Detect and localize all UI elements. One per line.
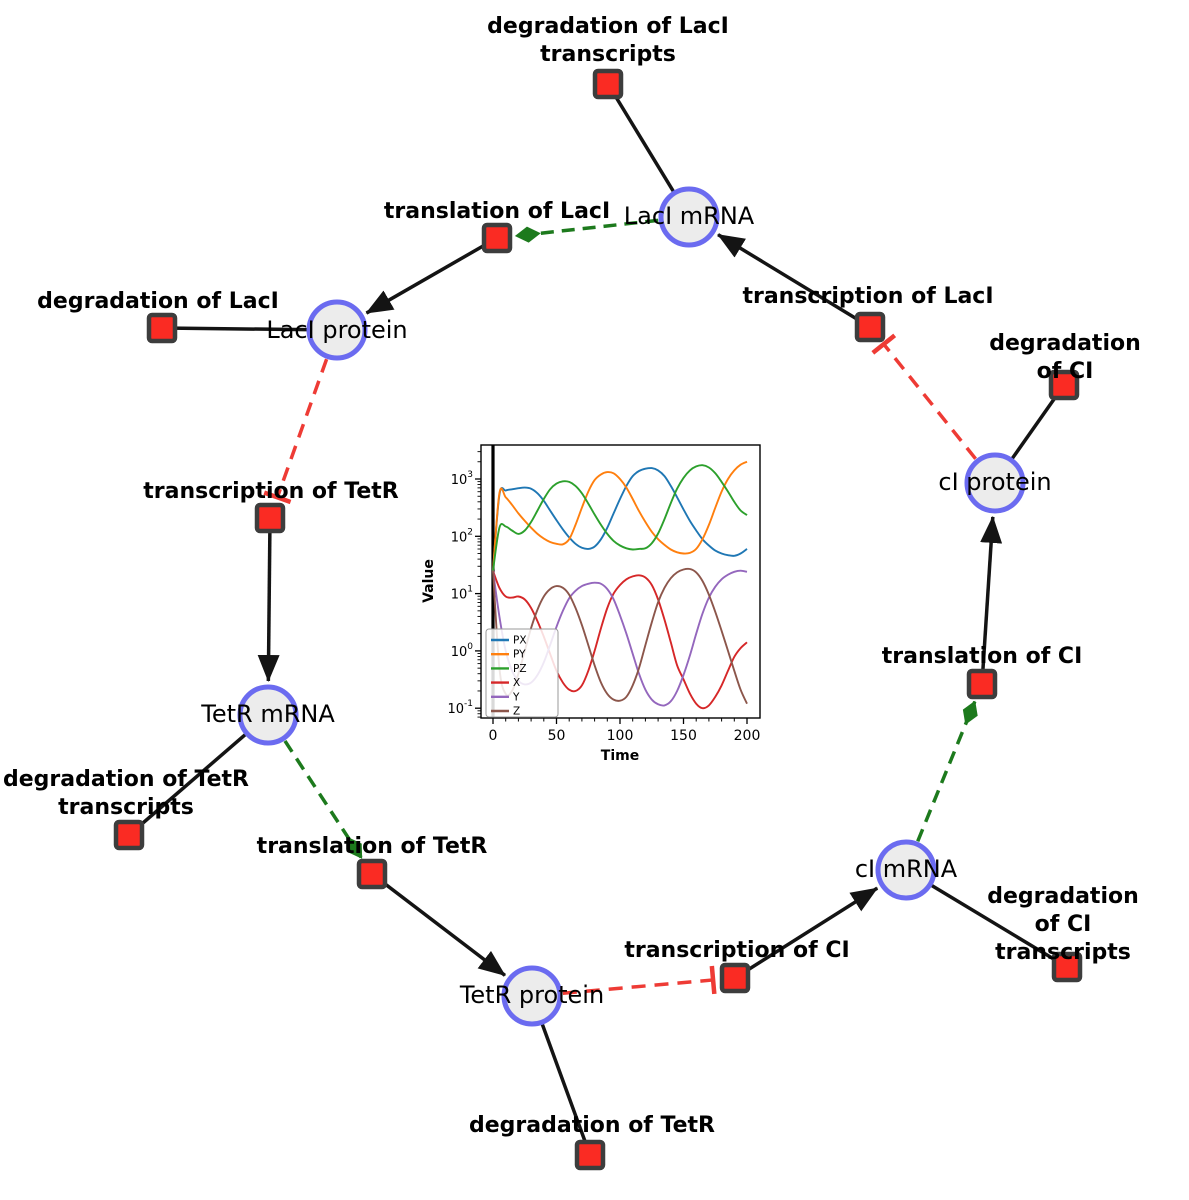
y-tick-label: 101 <box>451 585 473 603</box>
series-z <box>492 567 748 705</box>
reaction-node-deg-ci-transcripts[interactable] <box>1051 951 1083 983</box>
y-axis-title: Value <box>421 559 437 603</box>
reaction-node-translation-tetr[interactable] <box>356 858 388 890</box>
series-py <box>492 460 748 571</box>
edge-consumption-ci-mrna-deg-ci-transcripts <box>905 868 1068 969</box>
legend-label-px: PX <box>513 635 527 647</box>
y-tick-label: 100 <box>451 642 474 660</box>
legend-label-pz: PZ <box>513 663 527 675</box>
edge-production-transcription-ci-ci-mrna <box>734 886 879 980</box>
species-node-laci-mrna[interactable] <box>658 186 720 248</box>
reaction-node-deg-tetr[interactable] <box>574 1139 606 1171</box>
reaction-node-transcription-ci[interactable] <box>719 962 751 994</box>
edge-production-transcription-tetr-tetr-mrna <box>257 517 280 683</box>
x-tick-label: 200 <box>734 728 761 744</box>
x-tick-label: 0 <box>489 728 498 744</box>
species-node-tetr-mrna[interactable] <box>237 684 299 746</box>
y-tick-label: 10-1 <box>447 699 473 717</box>
edge-inhibition-tetr-protein-transcription-ci <box>562 965 717 996</box>
species-node-ci-mrna[interactable] <box>875 839 937 901</box>
edge-inhibition-ci-protein-transcription-laci <box>871 333 977 460</box>
reaction-node-deg-tetr-transcripts[interactable] <box>113 819 145 851</box>
series-px <box>492 467 748 571</box>
edge-consumption-tetr-mrna-deg-tetr-transcripts <box>127 713 270 837</box>
edge-production-translation-laci-laci-protein <box>365 236 498 315</box>
legend-label-y: Y <box>512 691 520 703</box>
edge-inhibition-laci-protein-transcription-tetr <box>263 358 329 505</box>
species-node-ci-protein[interactable] <box>964 452 1026 514</box>
legend-label-z: Z <box>513 706 520 718</box>
reaction-node-deg-ci[interactable] <box>1048 369 1080 401</box>
edge-catalysis-tetr-mrna-translation-tetr <box>283 739 364 860</box>
edge-production-translation-ci-ci-protein <box>980 515 1003 685</box>
reaction-node-transcription-laci[interactable] <box>854 311 886 343</box>
species-node-tetr-protein[interactable] <box>501 965 563 1027</box>
reaction-node-transcription-tetr[interactable] <box>254 502 286 534</box>
edge-catalysis-laci-mrna-translation-laci <box>514 218 659 243</box>
edge-production-transcription-laci-laci-mrna <box>717 233 871 329</box>
x-tick-label: 100 <box>607 728 634 744</box>
reaction-node-translation-laci[interactable] <box>481 222 513 254</box>
legend-label-py: PY <box>513 649 526 661</box>
series-pz <box>492 464 748 571</box>
reaction-node-deg-laci-transcripts[interactable] <box>592 68 624 100</box>
y-tick-label: 102 <box>451 527 473 545</box>
legend-label-x: X <box>513 677 520 689</box>
y-tick-label: 103 <box>451 470 473 488</box>
reaction-node-deg-laci[interactable] <box>146 312 178 344</box>
species-node-laci-protein[interactable] <box>306 299 368 361</box>
x-tick-label: 150 <box>670 728 697 744</box>
x-axis-title: Time <box>601 748 639 764</box>
edge-catalysis-ci-mrna-translation-ci <box>916 700 978 842</box>
edge-production-translation-tetr-tetr-protein <box>370 872 507 977</box>
x-tick-label: 50 <box>548 728 566 744</box>
chart-legend: PX PY PZ XYZ <box>485 628 559 718</box>
inset-chart: 0 50 100 150 20010310210110010-1TimeValuePXP… <box>421 444 761 764</box>
reaction-node-translation-ci[interactable] <box>966 668 998 700</box>
